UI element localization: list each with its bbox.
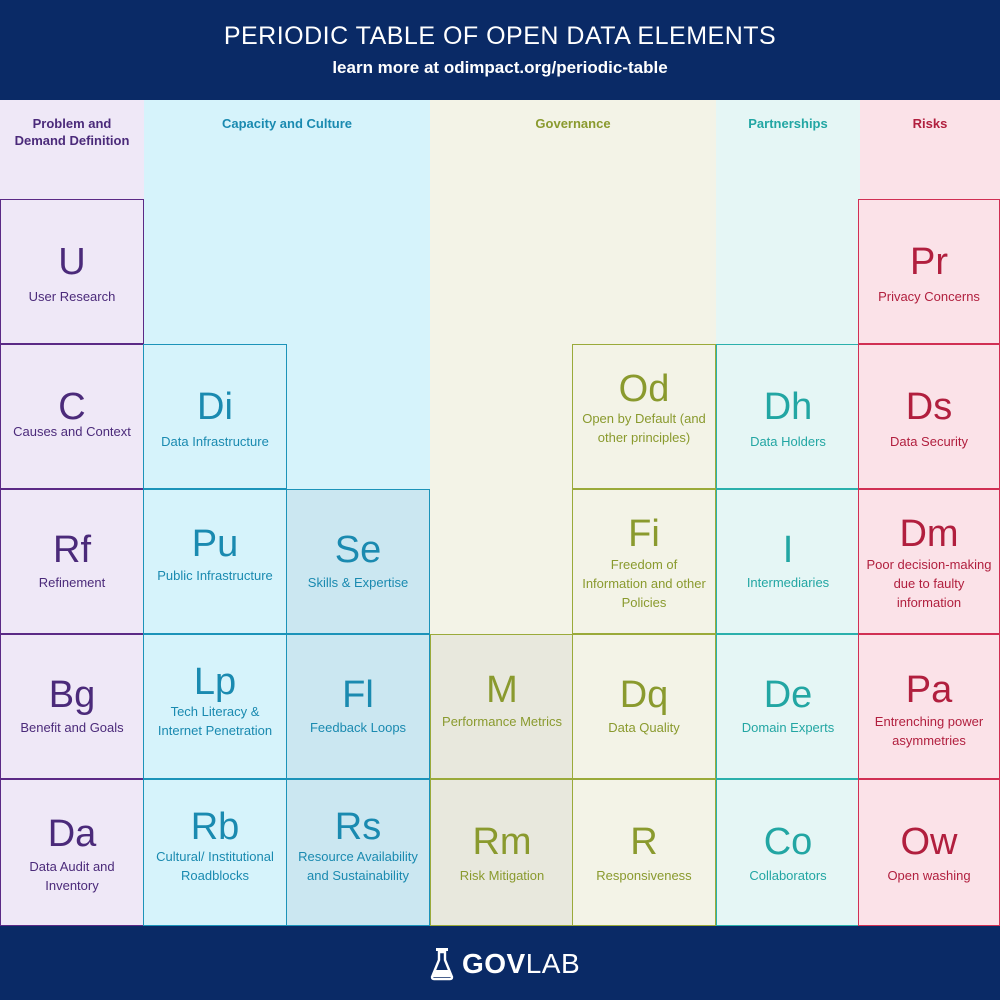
element-symbol: U <box>58 241 86 283</box>
element-od: Od Open by Default (and other principles… <box>572 344 716 489</box>
element-name: Privacy Concerns <box>878 289 980 304</box>
element-name: Performance Metrics <box>442 714 562 729</box>
element-name: Open washing <box>887 868 971 883</box>
column-header-risks: Risks <box>912 116 948 131</box>
column-header-partnerships: Partnerships <box>748 116 828 131</box>
element-symbol: Pr <box>910 241 948 283</box>
element-u: U User Research <box>0 199 144 344</box>
element-symbol: Se <box>334 529 382 571</box>
govlab-logo[interactable]: GOV LAB <box>430 944 580 984</box>
element-symbol: Ds <box>905 386 953 428</box>
element-ow: Ow Open washing <box>858 779 1000 926</box>
element-rm: Rm Risk Mitigation <box>430 779 574 926</box>
element-symbol: Fi <box>628 513 660 555</box>
element-c: C Causes and Context <box>0 344 144 489</box>
element-dh: Dh Data Holders <box>716 344 860 489</box>
element-symbol: Dq <box>619 674 669 716</box>
element-bg: Bg Benefit and Goals <box>0 634 144 779</box>
element-name: User Research <box>28 289 116 304</box>
flask-icon <box>430 948 454 981</box>
element-symbol: Rf <box>53 529 91 571</box>
element-dq: Dq Data Quality <box>572 634 716 779</box>
element-name: Feedback Loops <box>309 720 407 735</box>
footer-banner <box>0 926 1000 1000</box>
element-dm: Dm Poor decision-making due to faulty in… <box>858 489 1000 634</box>
element-symbol: Co <box>763 821 813 863</box>
element-co: Co Collaborators <box>716 779 860 926</box>
element-fl: Fl Feedback Loops <box>286 634 430 779</box>
element-symbol: M <box>486 669 518 711</box>
element-pu: Pu Public Infrastructure <box>143 489 287 634</box>
column-header-capacity: Capacity and Culture <box>221 116 353 131</box>
element-symbol: R <box>630 821 658 863</box>
element-symbol: Pa <box>905 669 953 711</box>
element-symbol: Dh <box>763 386 813 428</box>
element-rs: Rs Resource Availability and Sustainabil… <box>286 779 430 926</box>
element-symbol: Rb <box>190 806 240 848</box>
element-symbol: Lp <box>193 661 237 703</box>
element-lp: Lp Tech Literacy & Internet Penetration <box>143 634 287 779</box>
element-fi: Fi Freedom of Information and other Poli… <box>572 489 716 634</box>
element-symbol: I <box>782 529 794 571</box>
element-name: Poor decision-making due to faulty infor… <box>866 557 992 610</box>
element-name: Cultural/ Institutional Roadblocks <box>156 849 274 883</box>
column-header-problem: Problem and Demand Definition <box>14 116 130 148</box>
page-title: PERIODIC TABLE OF OPEN DATA ELEMENTS <box>223 22 777 50</box>
element-symbol: Dm <box>899 513 959 555</box>
element-symbol: Di <box>197 386 233 428</box>
element-symbol: Rm <box>472 821 532 863</box>
element-name: Intermediaries <box>746 575 830 590</box>
element-de: De Domain Experts <box>716 634 860 779</box>
element-name: Open by Default (and other principles) <box>582 411 706 445</box>
element-i: I Intermediaries <box>716 489 860 634</box>
element-da: Da Data Audit and Inventory <box>0 779 144 926</box>
header-banner: PERIODIC TABLE OF OPEN DATA ELEMENTS lea… <box>0 0 1000 100</box>
element-m: M Performance Metrics <box>430 634 574 779</box>
element-name: Public Infrastructure <box>157 568 273 583</box>
element-name: Data Infrastructure <box>161 434 269 449</box>
element-rf: Rf Refinement <box>0 489 144 634</box>
page-subtitle: learn more at odimpact.org/periodic-tabl… <box>332 58 668 77</box>
element-name: Skills & Expertise <box>307 575 409 590</box>
element-name: Data Audit and Inventory <box>29 859 115 893</box>
element-name: Data Quality <box>608 720 680 735</box>
element-name: Collaborators <box>749 868 827 883</box>
element-symbol: Ow <box>900 821 958 863</box>
element-symbol: Fl <box>342 674 374 716</box>
element-name: Benefit and Goals <box>20 720 124 735</box>
element-di: Di Data Infrastructure <box>143 344 287 489</box>
element-pr: Pr Privacy Concerns <box>858 199 1000 344</box>
element-r: R Responsiveness <box>572 779 716 926</box>
element-symbol: Pu <box>191 523 239 565</box>
element-name: Refinement <box>38 575 106 590</box>
element-symbol: C <box>58 386 86 428</box>
element-name: Risk Mitigation <box>459 868 545 883</box>
element-name: Domain Experts <box>741 720 835 735</box>
logo-text-light: LAB <box>525 948 581 979</box>
element-ds: Ds Data Security <box>858 344 1000 489</box>
element-name: Entrenching power asymmetries <box>874 714 984 748</box>
element-symbol: Rs <box>334 806 382 848</box>
element-name: Data Security <box>889 434 969 449</box>
element-pa: Pa Entrenching power asymmetries <box>858 634 1000 779</box>
element-symbol: Od <box>618 368 670 410</box>
element-name: Freedom of Information and other Policie… <box>582 557 706 610</box>
logo-text-bold: GOV <box>462 948 526 979</box>
element-se: Se Skills & Expertise <box>286 489 430 634</box>
element-name: Causes and Context <box>13 424 131 439</box>
element-symbol: Da <box>47 813 97 855</box>
element-name: Responsiveness <box>596 868 692 883</box>
element-name: Data Holders <box>750 434 826 449</box>
element-symbol: Bg <box>48 674 96 716</box>
column-header-governance: Governance <box>535 116 611 131</box>
element-name: Resource Availability and Sustainability <box>298 849 418 883</box>
element-symbol: De <box>763 674 813 716</box>
element-rb: Rb Cultural/ Institutional Roadblocks <box>143 779 287 926</box>
element-name: Tech Literacy & Internet Penetration <box>157 704 273 738</box>
